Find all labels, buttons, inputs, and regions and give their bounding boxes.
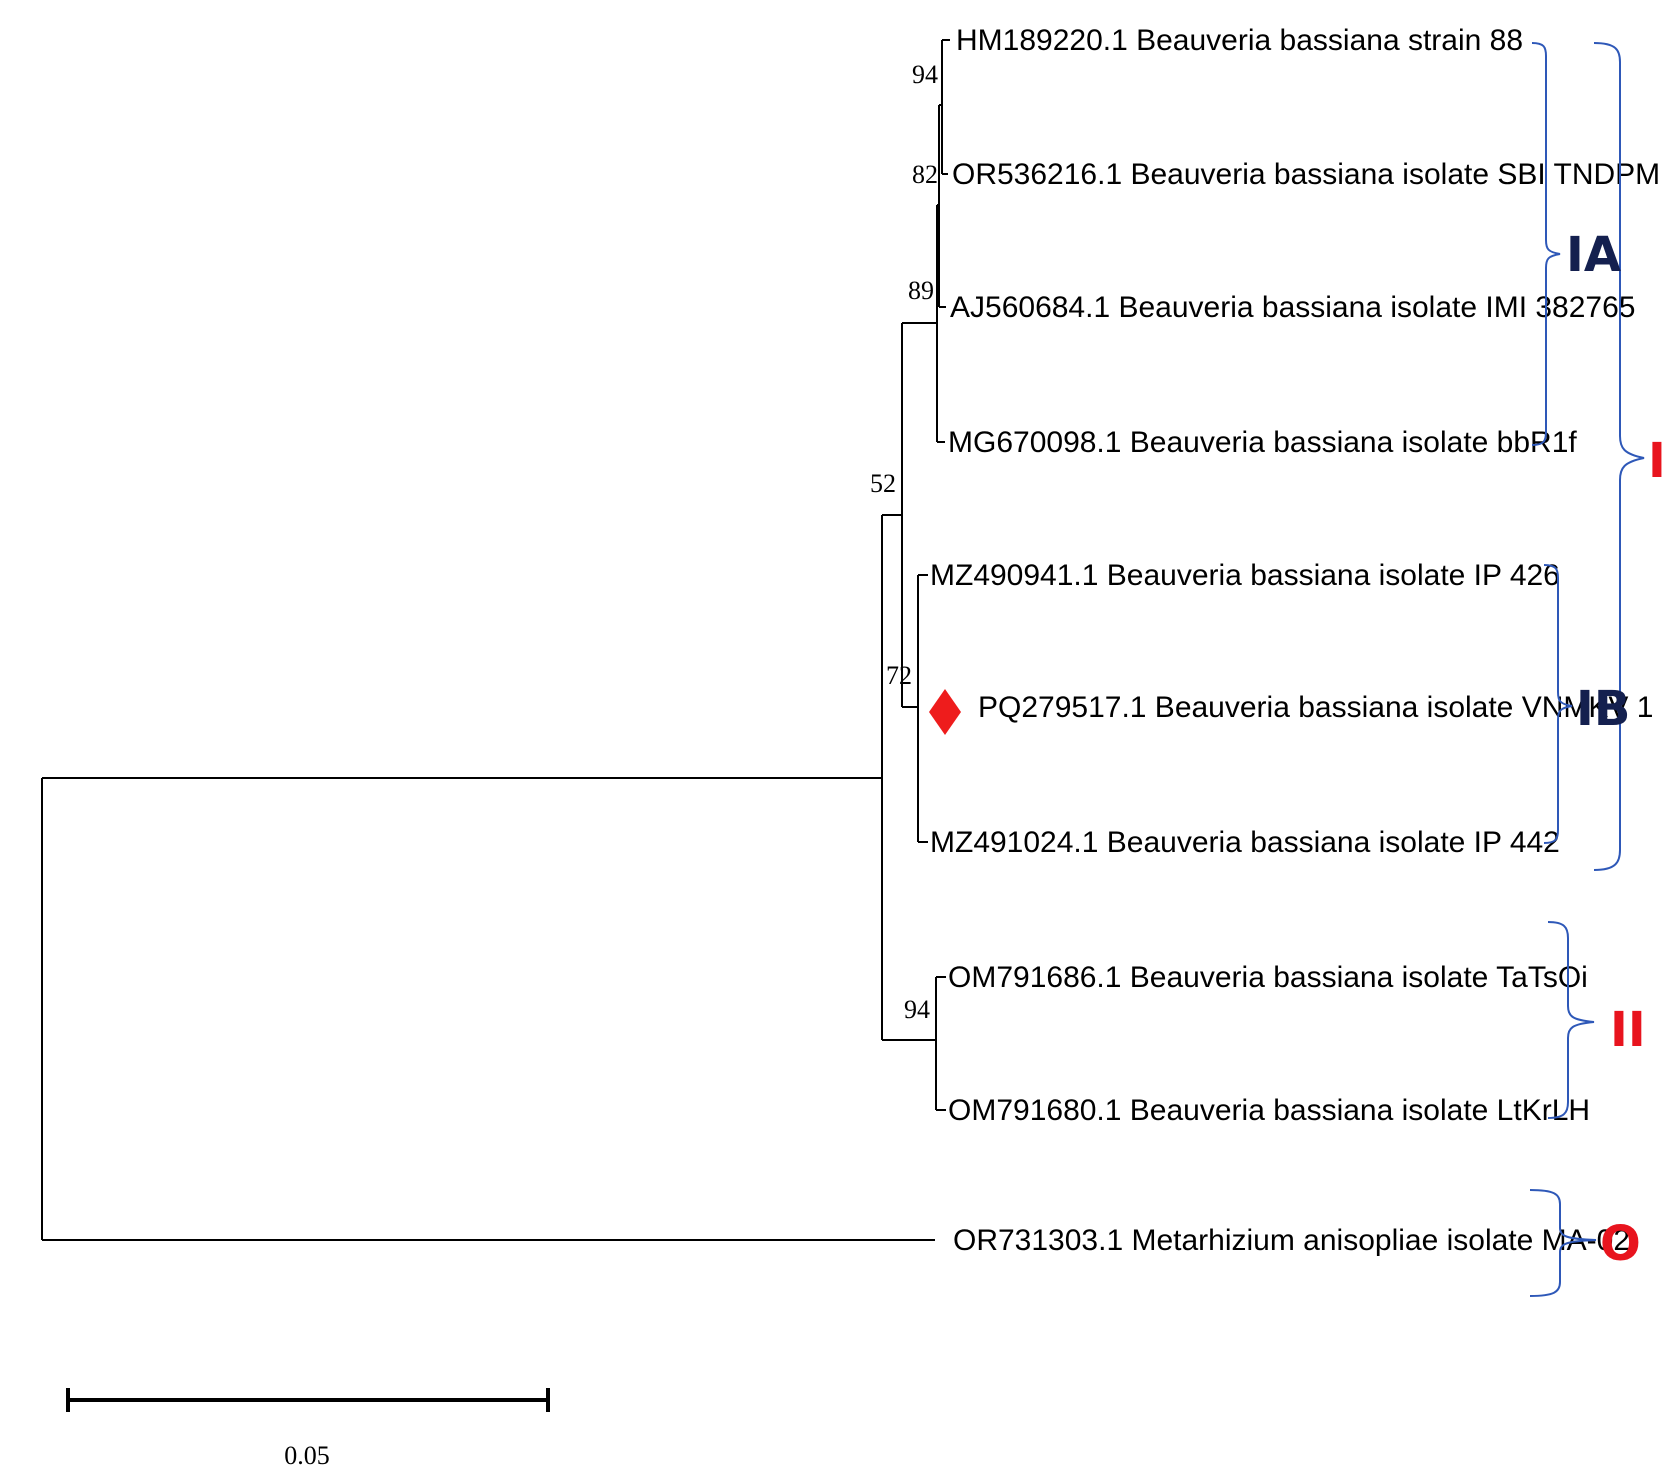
taxon-label: HM189220.1 Beauveria bassiana strain 88 <box>956 24 1523 57</box>
group-labels: IA IB I II O <box>1566 227 1666 1272</box>
group-label-ia: IA <box>1566 227 1621 283</box>
scale-bar-label: 0.05 <box>284 1441 330 1470</box>
brace-i <box>1593 42 1645 871</box>
taxon-labels: HM189220.1 Beauveria bassiana strain 88 … <box>930 24 1668 1257</box>
taxon-label: MG670098.1 Beauveria bassiana isolate bb… <box>948 426 1577 459</box>
group-label-ib: IB <box>1576 681 1630 737</box>
brace-ia <box>1531 42 1561 446</box>
bootstrap-values: 94 82 89 52 72 94 <box>870 60 938 1024</box>
clade-braces <box>1529 42 1645 1297</box>
taxon-label: OM791686.1 Beauveria bassiana isolate Ta… <box>948 961 1588 994</box>
brace-ib <box>1543 564 1573 844</box>
bootstrap-clade-ii: 94 <box>904 995 930 1024</box>
bootstrap-ia-inner1: 82 <box>912 160 938 189</box>
brace-o <box>1529 1189 1597 1297</box>
group-label-i: I <box>1648 433 1666 489</box>
taxon-label: AJ560684.1 Beauveria bassiana isolate IM… <box>950 291 1635 324</box>
taxon-label: OR536216.1 Beauveria bassiana isolate SB… <box>952 158 1668 191</box>
bootstrap-clade-ia: 89 <box>908 276 934 305</box>
brace-ii <box>1547 921 1595 1119</box>
taxon-label: MZ491024.1 Beauveria bassiana isolate IP… <box>930 826 1560 859</box>
taxon-label: OR731303.1 Metarhizium anisopliae isolat… <box>953 1224 1630 1257</box>
bootstrap-clade-ib: 72 <box>886 661 912 690</box>
group-label-o: O <box>1600 1216 1641 1272</box>
taxon-label: OM791680.1 Beauveria bassiana isolate Lt… <box>948 1094 1590 1127</box>
group-label-ii: II <box>1610 1002 1646 1058</box>
red-diamond-marker <box>929 689 961 735</box>
bootstrap-ia-inner2: 94 <box>912 60 938 89</box>
taxon-label: MZ490941.1 Beauveria bassiana isolate IP… <box>930 559 1560 592</box>
taxon-label: PQ279517.1 Beauveria bassiana isolate VN… <box>978 691 1653 724</box>
bootstrap-clade-i: 52 <box>870 469 896 498</box>
scale-bar: 0.05 <box>66 1388 550 1470</box>
tree-branches <box>41 39 950 1241</box>
